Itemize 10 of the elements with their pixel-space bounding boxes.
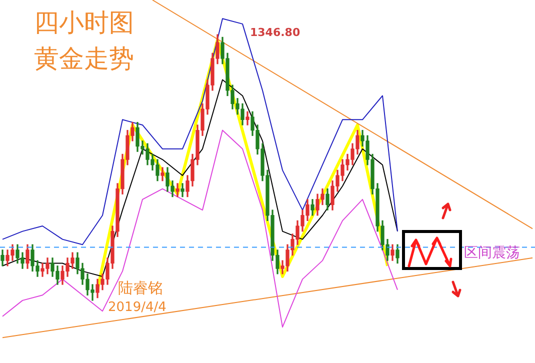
candlestick	[160, 167, 164, 182]
annotation: 四小时图	[34, 8, 134, 37]
annotation: 2019/4/4	[108, 300, 166, 315]
candlestick	[246, 111, 250, 126]
candlestick	[176, 183, 180, 198]
candlestick	[180, 183, 184, 198]
annotation: 1346.80	[250, 26, 300, 39]
annotation: 陆睿铭	[118, 279, 163, 297]
annotation: 黄金走势	[34, 44, 134, 73]
annotation: 区间震荡	[464, 245, 520, 261]
